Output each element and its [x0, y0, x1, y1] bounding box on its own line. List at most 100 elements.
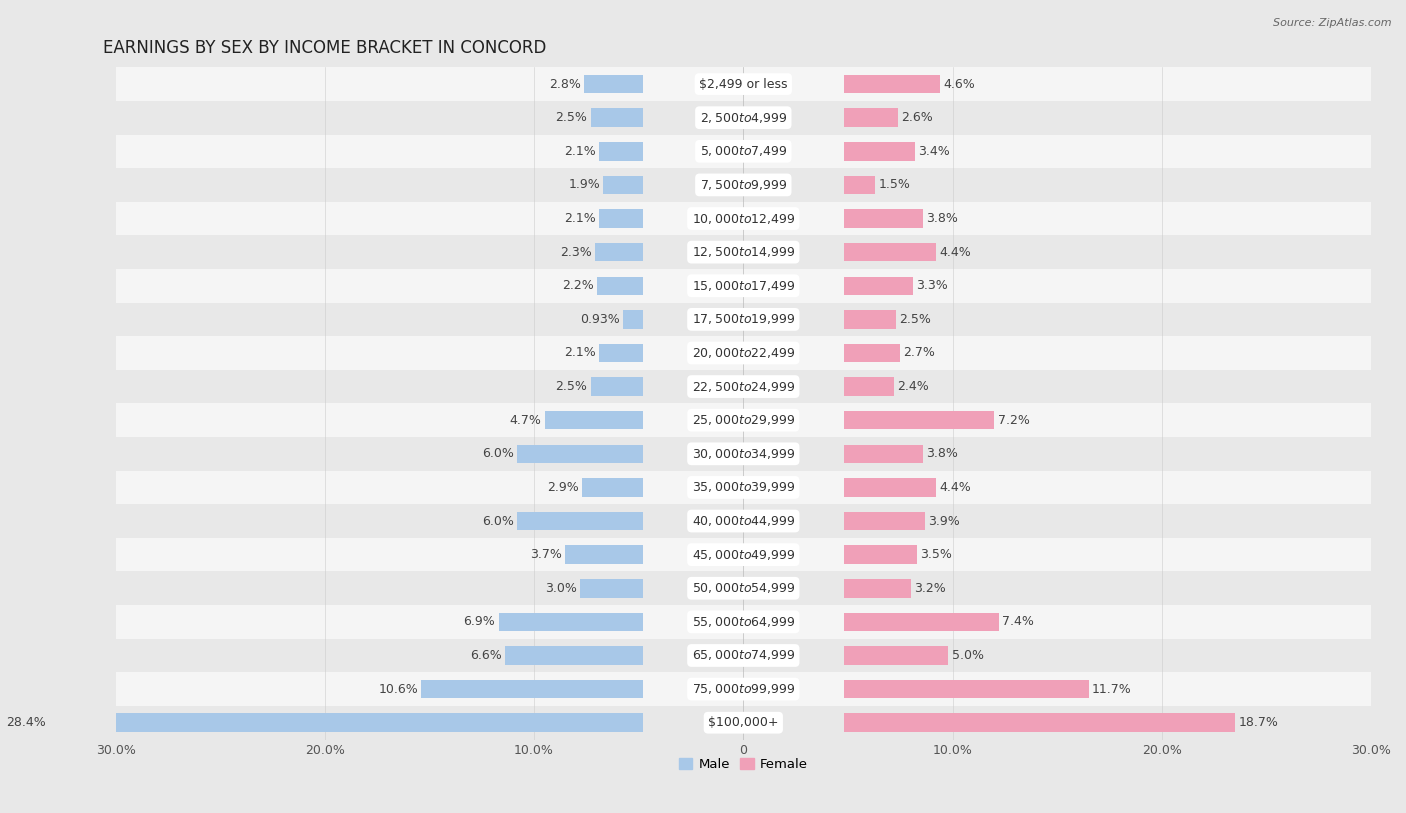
Text: 3.8%: 3.8% [927, 447, 959, 460]
Bar [844, 646, 949, 665]
Text: 7.2%: 7.2% [998, 414, 1029, 427]
Bar [517, 512, 643, 530]
Text: 2.7%: 2.7% [904, 346, 935, 359]
Bar [115, 235, 1371, 269]
Text: $25,000 to $29,999: $25,000 to $29,999 [692, 413, 794, 427]
Bar [582, 478, 643, 497]
Bar [844, 512, 925, 530]
Bar [844, 108, 898, 127]
Bar [115, 639, 1371, 672]
Bar [598, 276, 643, 295]
Text: $45,000 to $49,999: $45,000 to $49,999 [692, 548, 794, 562]
Bar [581, 579, 643, 598]
Bar [585, 75, 643, 93]
Bar [115, 269, 1371, 302]
Legend: Male, Female: Male, Female [673, 753, 814, 776]
Text: 1.5%: 1.5% [879, 178, 910, 191]
Bar [49, 714, 643, 732]
Text: 18.7%: 18.7% [1239, 716, 1278, 729]
Text: 4.6%: 4.6% [943, 77, 974, 90]
Text: $2,500 to $4,999: $2,500 to $4,999 [700, 111, 787, 124]
Text: 2.4%: 2.4% [897, 380, 929, 393]
Text: 6.6%: 6.6% [470, 649, 502, 662]
Text: $17,500 to $19,999: $17,500 to $19,999 [692, 312, 794, 326]
Text: 2.1%: 2.1% [564, 145, 596, 158]
Text: 2.5%: 2.5% [555, 380, 588, 393]
Bar [115, 302, 1371, 336]
Bar [844, 546, 917, 564]
Bar [115, 437, 1371, 471]
Text: 6.9%: 6.9% [464, 615, 495, 628]
Bar [115, 202, 1371, 235]
Text: 2.8%: 2.8% [550, 77, 581, 90]
Bar [420, 680, 643, 698]
Bar [115, 605, 1371, 639]
Text: 3.4%: 3.4% [918, 145, 950, 158]
Bar [544, 411, 643, 429]
Bar [115, 134, 1371, 168]
Text: $15,000 to $17,499: $15,000 to $17,499 [692, 279, 794, 293]
Bar [844, 176, 875, 194]
Text: 2.6%: 2.6% [901, 111, 934, 124]
Text: $75,000 to $99,999: $75,000 to $99,999 [692, 682, 794, 696]
Bar [505, 646, 643, 665]
Text: 6.0%: 6.0% [482, 447, 515, 460]
Bar [591, 377, 643, 396]
Text: $5,000 to $7,499: $5,000 to $7,499 [700, 145, 787, 159]
Text: 2.9%: 2.9% [547, 481, 579, 494]
Bar [844, 344, 900, 363]
Text: $55,000 to $64,999: $55,000 to $64,999 [692, 615, 794, 629]
Bar [844, 411, 994, 429]
Text: 3.2%: 3.2% [914, 582, 946, 595]
Text: 2.1%: 2.1% [564, 346, 596, 359]
Bar [595, 243, 643, 262]
Text: 28.4%: 28.4% [6, 716, 45, 729]
Bar [115, 336, 1371, 370]
Text: $50,000 to $54,999: $50,000 to $54,999 [692, 581, 794, 595]
Text: 3.9%: 3.9% [928, 515, 960, 528]
Bar [844, 613, 998, 631]
Bar [599, 209, 643, 228]
Bar [844, 310, 896, 328]
Text: 6.0%: 6.0% [482, 515, 515, 528]
Text: $7,500 to $9,999: $7,500 to $9,999 [700, 178, 787, 192]
Text: $20,000 to $22,499: $20,000 to $22,499 [692, 346, 794, 360]
Text: Source: ZipAtlas.com: Source: ZipAtlas.com [1274, 18, 1392, 28]
Bar [115, 572, 1371, 605]
Bar [603, 176, 643, 194]
Text: 2.5%: 2.5% [555, 111, 588, 124]
Bar [115, 504, 1371, 538]
Text: $30,000 to $34,999: $30,000 to $34,999 [692, 447, 794, 461]
Bar [844, 142, 915, 160]
Text: 7.4%: 7.4% [1001, 615, 1033, 628]
Bar [591, 108, 643, 127]
Bar [599, 142, 643, 160]
Text: 2.2%: 2.2% [562, 279, 593, 292]
Text: 3.3%: 3.3% [915, 279, 948, 292]
Text: $35,000 to $39,999: $35,000 to $39,999 [692, 480, 794, 494]
Bar [844, 276, 912, 295]
Text: 3.8%: 3.8% [927, 212, 959, 225]
Text: $22,500 to $24,999: $22,500 to $24,999 [692, 380, 794, 393]
Text: 11.7%: 11.7% [1091, 683, 1132, 696]
Bar [115, 168, 1371, 202]
Bar [844, 714, 1234, 732]
Bar [115, 67, 1371, 101]
Bar [565, 546, 643, 564]
Text: 3.7%: 3.7% [530, 548, 562, 561]
Bar [844, 445, 924, 463]
Bar [115, 101, 1371, 134]
Bar [499, 613, 643, 631]
Text: $100,000+: $100,000+ [709, 716, 779, 729]
Text: 2.1%: 2.1% [564, 212, 596, 225]
Bar [599, 344, 643, 363]
Bar [115, 370, 1371, 403]
Text: 5.0%: 5.0% [952, 649, 984, 662]
Text: $40,000 to $44,999: $40,000 to $44,999 [692, 514, 794, 528]
Text: 1.9%: 1.9% [568, 178, 600, 191]
Bar [844, 680, 1088, 698]
Text: 3.5%: 3.5% [920, 548, 952, 561]
Text: $2,499 or less: $2,499 or less [699, 77, 787, 90]
Bar [623, 310, 643, 328]
Bar [115, 672, 1371, 706]
